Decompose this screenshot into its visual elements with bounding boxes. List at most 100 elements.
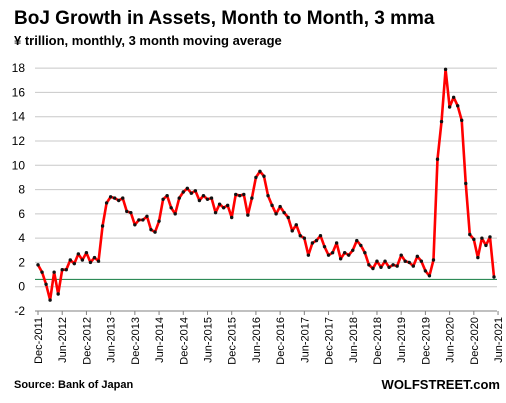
data-point <box>351 248 355 252</box>
y-tick-label: 18 <box>12 61 26 75</box>
x-tick-label: Dec-2020 <box>469 317 481 365</box>
data-point <box>161 197 165 201</box>
data-point <box>286 215 290 220</box>
data-point <box>92 255 97 260</box>
data-point <box>407 260 411 265</box>
y-tick-label: 14 <box>12 110 26 124</box>
data-point <box>282 210 286 215</box>
data-point <box>104 201 109 205</box>
data-point <box>399 253 403 257</box>
data-point <box>363 251 367 255</box>
y-tick-label: 16 <box>12 85 26 99</box>
x-tick-label: Dec-2013 <box>130 317 142 365</box>
data-point <box>367 263 371 267</box>
data-point <box>221 206 226 210</box>
data-point <box>347 253 351 257</box>
series-path <box>36 68 496 302</box>
data-point <box>68 258 72 262</box>
x-tick-label: Dec-2015 <box>227 317 239 365</box>
data-point <box>302 236 307 240</box>
y-tick-label: 2 <box>18 255 25 269</box>
data-point <box>460 118 464 123</box>
source-note: Source: Bank of Japan <box>14 379 133 391</box>
y-tick-label: 4 <box>18 231 25 245</box>
data-point <box>242 192 246 197</box>
data-point <box>246 213 250 217</box>
data-point <box>342 251 347 255</box>
y-tick-label: 0 <box>18 280 25 294</box>
data-point <box>153 230 157 234</box>
data-point <box>419 259 424 263</box>
y-tick-label: 10 <box>12 158 26 172</box>
x-tick-label: Dec-2017 <box>324 317 336 365</box>
chart-subtitle: ¥ trillion, monthly, 3 month moving aver… <box>14 33 282 48</box>
data-point <box>322 244 327 249</box>
data-point <box>185 186 190 191</box>
data-point <box>383 259 387 263</box>
data-point <box>165 193 169 198</box>
data-point <box>96 259 101 263</box>
data-point <box>464 181 468 186</box>
x-tick-label: Dec-2019 <box>420 317 432 365</box>
data-point <box>262 174 266 178</box>
data-point <box>125 209 129 214</box>
data-point <box>133 223 137 227</box>
data-point <box>355 238 359 243</box>
x-tick-label: Jun-2015 <box>202 317 214 363</box>
data-point <box>44 282 48 286</box>
data-point <box>137 218 141 222</box>
data-point <box>173 212 177 216</box>
data-point <box>439 119 444 124</box>
data-point <box>52 270 56 274</box>
data-point <box>88 260 93 265</box>
x-axis: Dec-2011 Jun-2012 Dec-2012 Jun-2013 Dec-2013… <box>33 310 505 365</box>
data-point <box>145 214 149 218</box>
data-point <box>48 298 52 302</box>
data-point <box>60 268 64 272</box>
data-point <box>40 270 44 274</box>
data-point <box>375 259 379 263</box>
data-point <box>76 252 81 256</box>
data-point <box>100 224 105 228</box>
y-tick-label: -2 <box>14 304 25 318</box>
x-tick-label: Dec-2016 <box>275 317 287 365</box>
data-point <box>266 193 270 198</box>
data-point <box>238 193 242 198</box>
data-point <box>455 104 460 108</box>
x-tick-label: Jun-2018 <box>348 317 360 363</box>
data-point <box>229 215 234 220</box>
series-markers <box>36 67 496 302</box>
data-point <box>197 198 202 203</box>
data-point <box>326 253 331 257</box>
x-tick-label: Jun-2014 <box>154 317 166 363</box>
data-point <box>451 95 456 99</box>
data-point <box>209 196 214 200</box>
data-point <box>121 196 125 200</box>
x-tick-label: Jun-2021 <box>493 317 505 363</box>
data-point <box>278 204 282 209</box>
data-point <box>334 241 339 245</box>
data-point <box>169 206 173 210</box>
x-tick-label: Jun-2017 <box>299 317 311 363</box>
y-axis-ticks: -2 0 2 4 6 8 10 12 14 16 18 <box>12 61 26 318</box>
y-tick-label: 12 <box>12 134 26 148</box>
data-point <box>177 196 181 200</box>
data-point <box>391 263 395 267</box>
x-tick-label: Jun-2020 <box>445 317 457 363</box>
data-point <box>298 234 303 238</box>
x-tick-label: Jun-2016 <box>251 317 263 363</box>
data-point <box>480 236 484 240</box>
x-tick-label: Dec-2012 <box>81 317 93 365</box>
x-tick-label: Jun-2019 <box>396 317 408 363</box>
data-point <box>472 237 476 242</box>
data-point <box>64 268 68 272</box>
x-tick-label: Jun-2013 <box>106 317 118 363</box>
data-point <box>56 292 60 296</box>
data-point <box>403 259 407 263</box>
data-point <box>379 265 383 269</box>
data-point <box>411 264 415 268</box>
data-point <box>488 235 492 239</box>
data-point <box>181 190 185 194</box>
data-point <box>427 274 432 278</box>
data-point <box>423 269 428 273</box>
